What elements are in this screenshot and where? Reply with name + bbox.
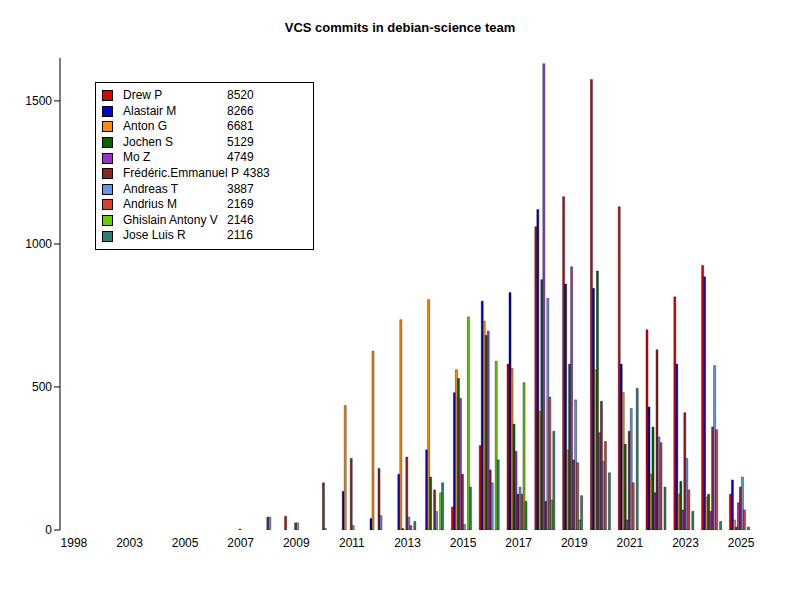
svg-text:500: 500	[32, 380, 52, 394]
html-text:VCS commits in debian-science: VCS commits in debian-science team	[284, 20, 516, 35]
svg-text:2019: 2019	[561, 536, 588, 550]
svg-text:2005: 2005	[172, 536, 199, 550]
html-text:3887: 3887	[227, 181, 254, 196]
svg-text:2015: 2015	[450, 536, 477, 550]
html-text:8520: 8520	[227, 88, 254, 102]
svg-text:2021: 2021	[617, 536, 644, 550]
html-text:2169: 2169	[227, 197, 254, 212]
html-text:6681: 6681	[227, 119, 254, 134]
html-text:2116: 2116	[227, 228, 253, 243]
svg-text:1000: 1000	[25, 237, 52, 251]
svg-text:2011: 2011	[339, 536, 365, 550]
html-text:Andrius M: Andrius M	[123, 197, 177, 212]
svg-text:2025: 2025	[728, 536, 755, 550]
html-text:Alastair M: Alastair M	[123, 103, 177, 118]
svg-text:2017: 2017	[505, 536, 532, 550]
html-text:Jochen S: Jochen S	[123, 134, 173, 149]
svg-text:0: 0	[45, 523, 52, 537]
html-text:2146: 2146	[227, 212, 254, 227]
html-text:Drew P: Drew P	[123, 88, 163, 102]
html-text:4749: 4749	[227, 150, 254, 165]
html-text:5129: 5129	[227, 134, 254, 149]
html-text:Ghislain Antony V: Ghislain Antony V	[123, 212, 218, 227]
svg-text:2013: 2013	[394, 536, 421, 550]
svg-text:2003: 2003	[116, 536, 143, 550]
svg-text:2023: 2023	[672, 536, 699, 550]
svg-text:1500: 1500	[25, 94, 52, 108]
html-text:Frédéric.Emmanuel P 4383: Frédéric.Emmanuel P 4383	[123, 166, 270, 180]
html-text:Andreas T: Andreas T	[123, 181, 179, 196]
svg-text:2009: 2009	[283, 536, 310, 550]
html-text:Jose Luis R: Jose Luis R	[123, 228, 186, 243]
svg-text:2007: 2007	[227, 536, 254, 550]
svg-text:1998: 1998	[61, 536, 88, 550]
html-text:8266: 8266	[227, 103, 254, 118]
html-text:Anton G: Anton G	[123, 119, 167, 134]
html-text:Mo Z: Mo Z	[123, 150, 151, 165]
